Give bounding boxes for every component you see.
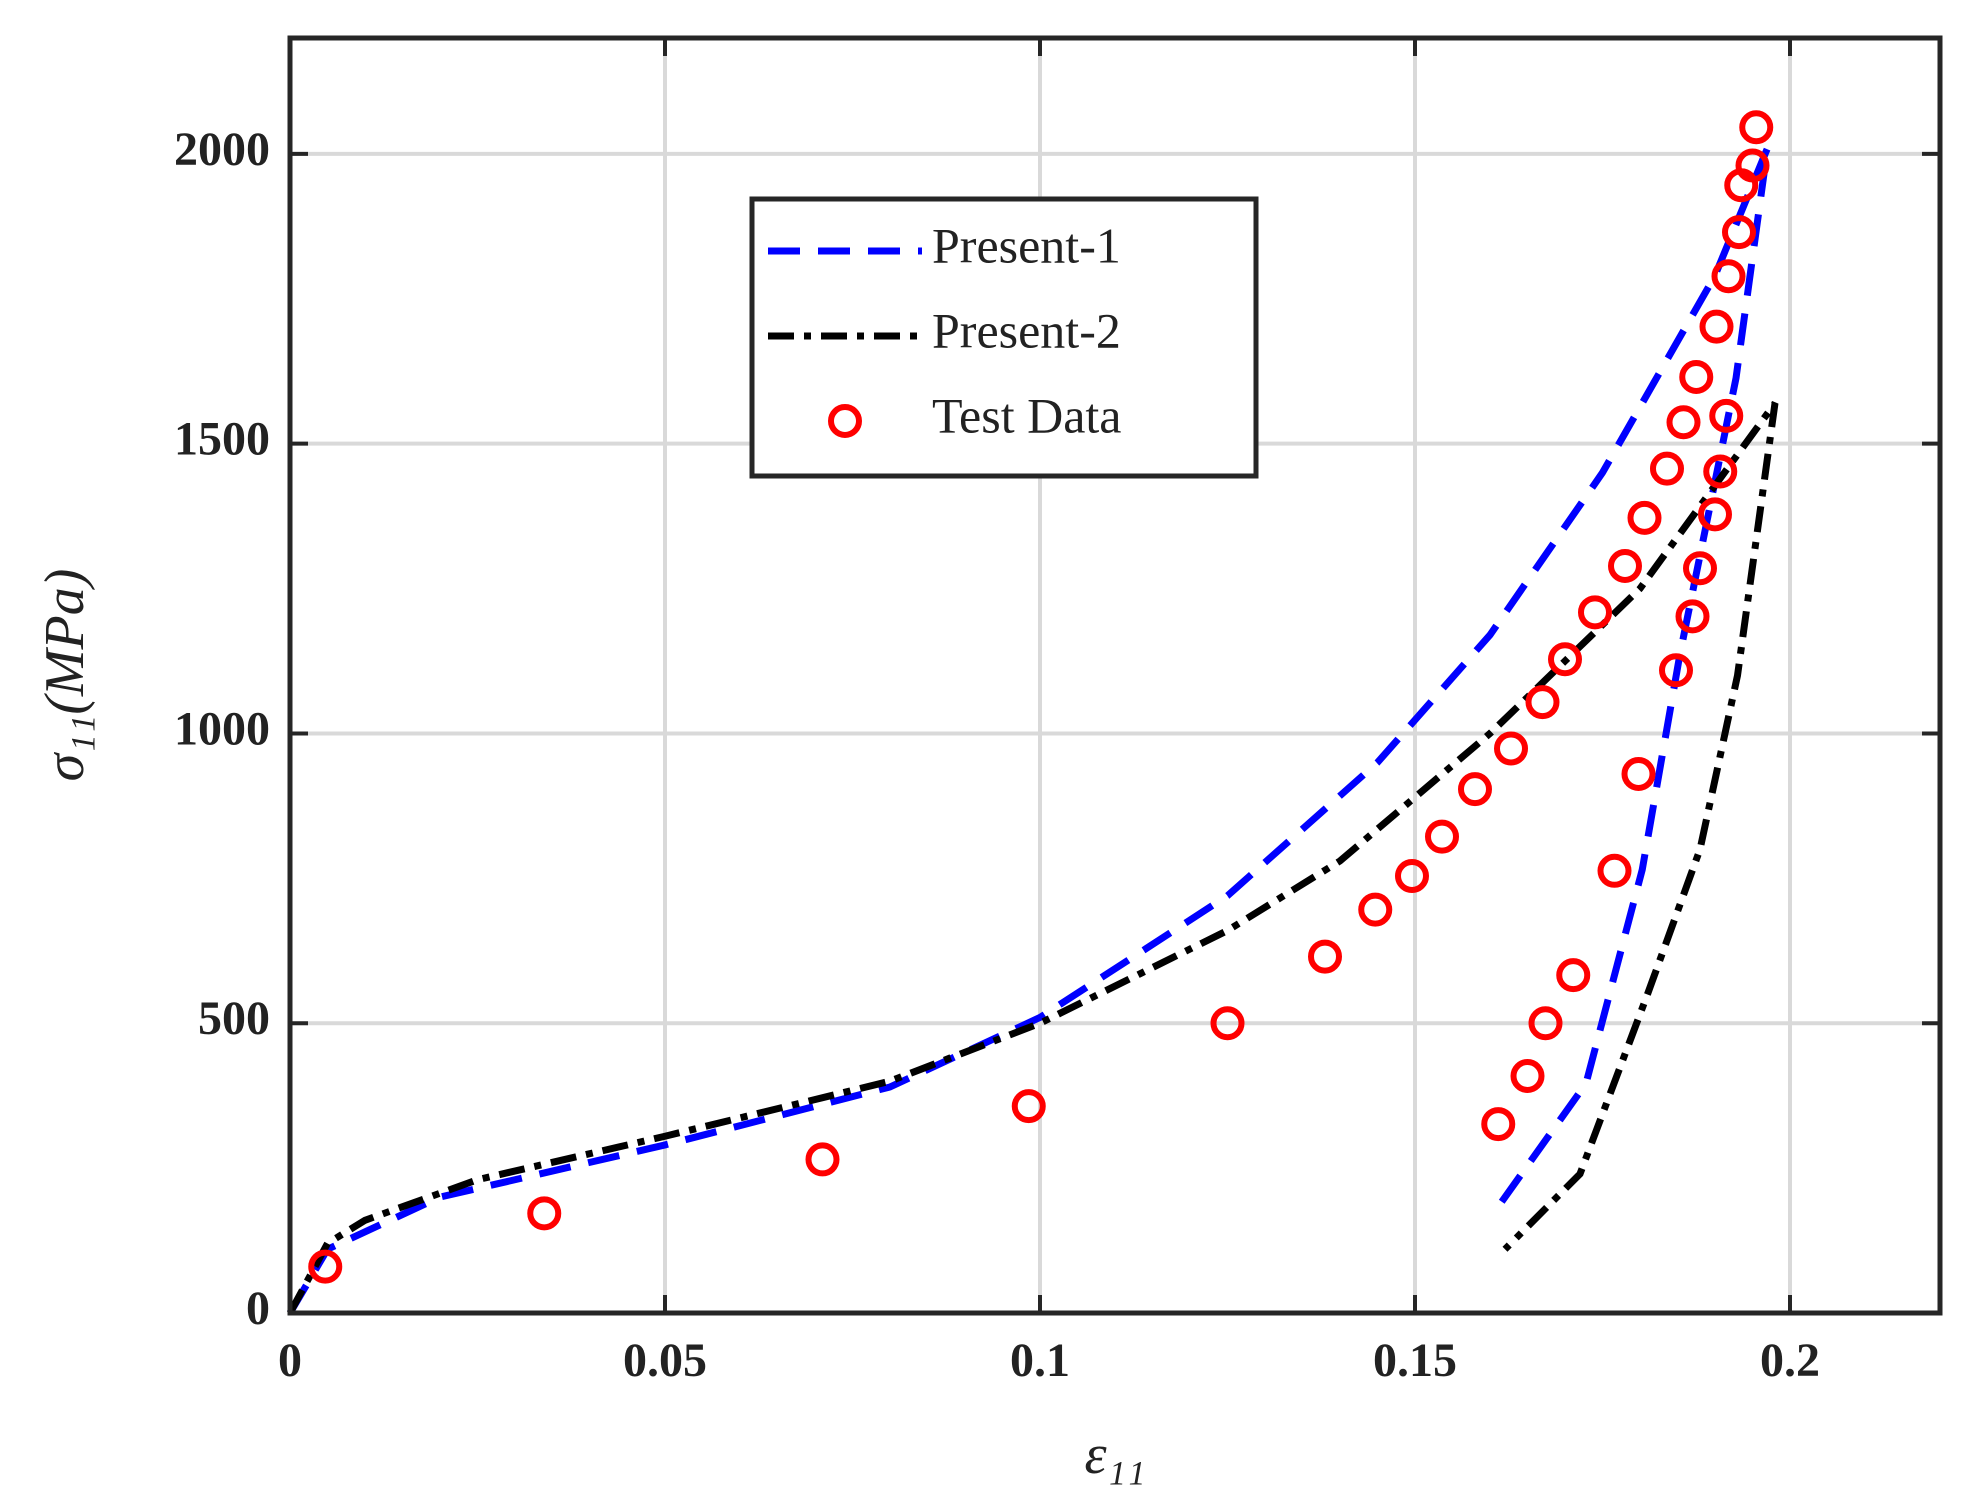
marker <box>1395 859 1429 894</box>
marker <box>1458 772 1492 807</box>
marker <box>1735 148 1770 183</box>
legend-label: Present-1 <box>932 217 1121 273</box>
x-tick-label: 0 <box>278 1334 302 1387</box>
marker <box>1548 642 1582 677</box>
x-tick-label: 0.15 <box>1373 1334 1457 1387</box>
marker <box>1627 500 1662 535</box>
y-tick-label: 0 <box>246 1282 270 1335</box>
marker <box>527 1196 562 1231</box>
marker <box>308 1249 343 1284</box>
marker <box>1698 497 1732 532</box>
marker <box>1679 360 1714 395</box>
legend-label: Present-2 <box>932 302 1121 358</box>
marker <box>1528 1006 1563 1041</box>
marker <box>1525 685 1560 720</box>
marker <box>1425 819 1459 854</box>
x-axis-label: ε₁₁ <box>1084 1424 1145 1486</box>
marker <box>1722 215 1756 250</box>
x-tick-label: 0.1 <box>1010 1334 1070 1387</box>
marker <box>1683 551 1717 586</box>
marker <box>1308 939 1342 974</box>
legend-label: Test Data <box>932 387 1121 443</box>
y-axis-label: σ₁₁(MPa) <box>34 569 96 782</box>
marker <box>1675 599 1710 634</box>
marker <box>1739 110 1774 145</box>
marker <box>1597 853 1632 888</box>
marker <box>1709 398 1744 433</box>
marker <box>1666 405 1701 440</box>
marker <box>1621 757 1656 792</box>
y-tick-label: 500 <box>198 992 270 1045</box>
y-tick-label: 2000 <box>174 123 270 176</box>
marker <box>1711 259 1746 294</box>
plot-frame <box>287 35 1943 1316</box>
marker <box>1556 958 1591 993</box>
x-tick-label: 0.2 <box>1760 1334 1820 1387</box>
y-tick-label: 1000 <box>174 702 270 755</box>
y-tick-label: 1500 <box>174 413 270 466</box>
marker <box>1703 454 1738 489</box>
marker <box>1358 892 1393 927</box>
marker <box>1659 653 1693 688</box>
marker <box>1699 309 1734 344</box>
marker <box>1510 1058 1545 1093</box>
legend-marker <box>828 404 862 438</box>
marker <box>1481 1107 1516 1142</box>
marker <box>1578 595 1612 630</box>
marker <box>1210 1006 1245 1041</box>
marker <box>1011 1089 1046 1124</box>
marker <box>1608 548 1642 583</box>
marker <box>805 1142 840 1177</box>
series-line <box>286 401 1779 1315</box>
marker <box>1494 731 1528 766</box>
x-tick-label: 0.05 <box>623 1334 707 1387</box>
marker <box>1650 451 1684 486</box>
series-line <box>286 146 1771 1315</box>
